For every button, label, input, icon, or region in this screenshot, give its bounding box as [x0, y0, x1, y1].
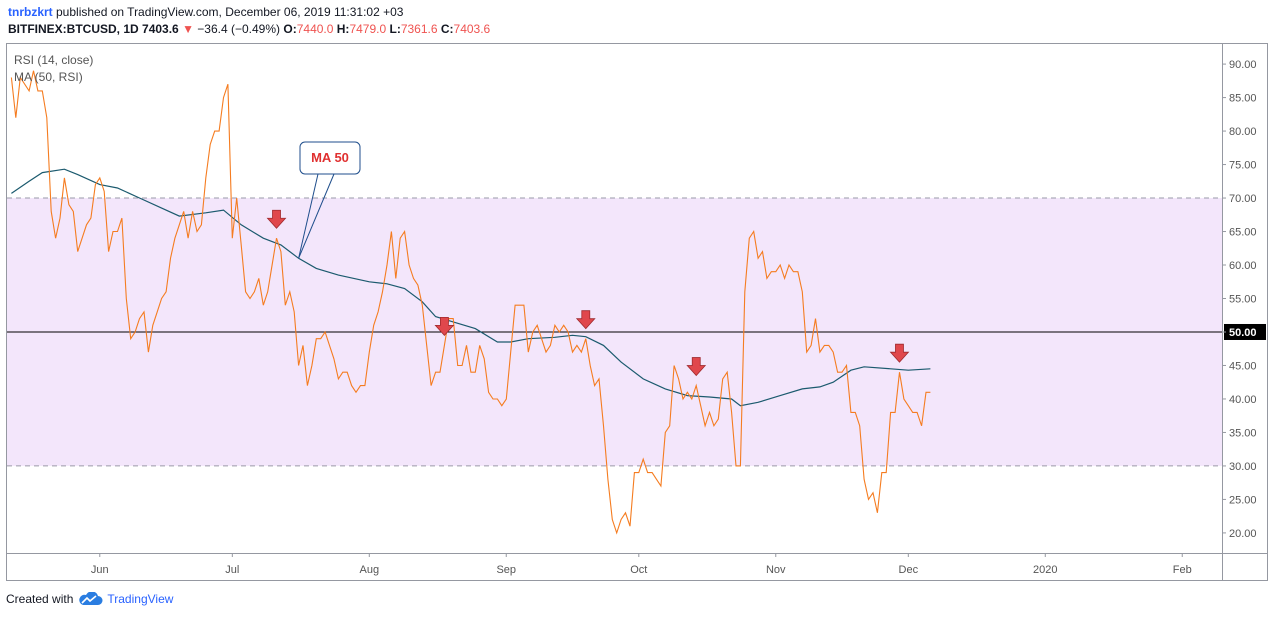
callout-pointer-2 [298, 173, 335, 259]
ma-series-line[interactable] [11, 168, 931, 407]
chart-frame [6, 43, 1268, 581]
down-arrow-icon: ▼ [182, 22, 194, 36]
y-tick-label: 55.00 [1229, 294, 1257, 306]
down-arrow-marker-icon [575, 310, 596, 330]
legend-rsi[interactable]: RSI (14, close) [14, 53, 93, 67]
chart-legend: RSI (14, close) MA (50, RSI) [14, 53, 93, 84]
y-tick-label: 65.00 [1229, 227, 1257, 239]
callout-box[interactable] [299, 141, 361, 175]
y-tick-label: 70.00 [1229, 193, 1257, 205]
low-value: 7361.6 [400, 22, 438, 36]
high-label: H: [336, 22, 350, 36]
callout-label: MA 50 [311, 150, 349, 165]
price-axis-current-badge [1224, 323, 1266, 340]
x-tick-label: Aug [360, 564, 380, 576]
x-tick-label: Dec [899, 564, 919, 576]
tradingview-cloud-icon [79, 592, 103, 605]
tradingview-brand-link[interactable]: TradingView [107, 592, 174, 606]
legend-ma[interactable]: MA (50, RSI) [14, 70, 83, 84]
footer: Created with TradingView [6, 592, 173, 606]
symbol-name[interactable]: BITFINEX:BTCUSD, 1D [8, 22, 139, 36]
created-with-text: Created with [6, 592, 74, 606]
x-tick-label: 2020 [1033, 564, 1057, 576]
publish-line: tnrbzkrt published on TradingView.com, D… [8, 4, 490, 21]
x-tick-label: Jun [91, 564, 109, 576]
low-label: L: [389, 22, 401, 36]
open-value: 7440.0 [296, 22, 334, 36]
callout-pointer [298, 173, 319, 259]
price-change: −36.4 (−0.49%) [197, 22, 281, 36]
open-label: O: [283, 22, 297, 36]
high-value: 7479.0 [349, 22, 387, 36]
x-tick-label: Jul [225, 564, 239, 576]
published-text: published on TradingView.com, December 0… [52, 5, 404, 19]
y-tick-label: 40.00 [1229, 394, 1257, 406]
down-arrow-marker-icon [434, 316, 455, 336]
y-tick-label: 25.00 [1229, 494, 1257, 506]
close-value: 7403.6 [453, 22, 491, 36]
close-label: C: [440, 22, 454, 36]
x-tick-label: Feb [1173, 564, 1192, 576]
y-tick-label: 35.00 [1229, 427, 1257, 439]
y-tick-label: 50.00 [1229, 327, 1257, 339]
down-arrow-marker-icon [889, 343, 910, 363]
y-tick-label: 20.00 [1229, 528, 1257, 540]
x-tick-label: Oct [630, 564, 647, 576]
symbol-line: BITFINEX:BTCUSD, 1D 7403.6 ▼ −36.4 (−0.4… [8, 21, 490, 38]
y-tick-label: 80.00 [1229, 126, 1257, 138]
y-tick-label: 30.00 [1229, 461, 1257, 473]
down-arrow-marker-icon [686, 357, 707, 377]
y-tick-label: 60.00 [1229, 260, 1257, 272]
author-link[interactable]: tnrbzkrt [8, 5, 53, 19]
down-arrow-marker-icon [266, 209, 287, 229]
rsi-series-line[interactable] [10, 70, 931, 535]
chart-header: tnrbzkrt published on TradingView.com, D… [8, 4, 490, 38]
y-tick-label: 75.00 [1229, 160, 1257, 172]
x-tick-label: Nov [766, 564, 786, 576]
y-tick-label: 85.00 [1229, 93, 1257, 105]
last-price: 7403.6 [142, 22, 179, 36]
x-tick-label: Sep [496, 564, 516, 576]
y-tick-label: 45.00 [1229, 360, 1257, 372]
y-tick-label: 90.00 [1229, 59, 1257, 71]
